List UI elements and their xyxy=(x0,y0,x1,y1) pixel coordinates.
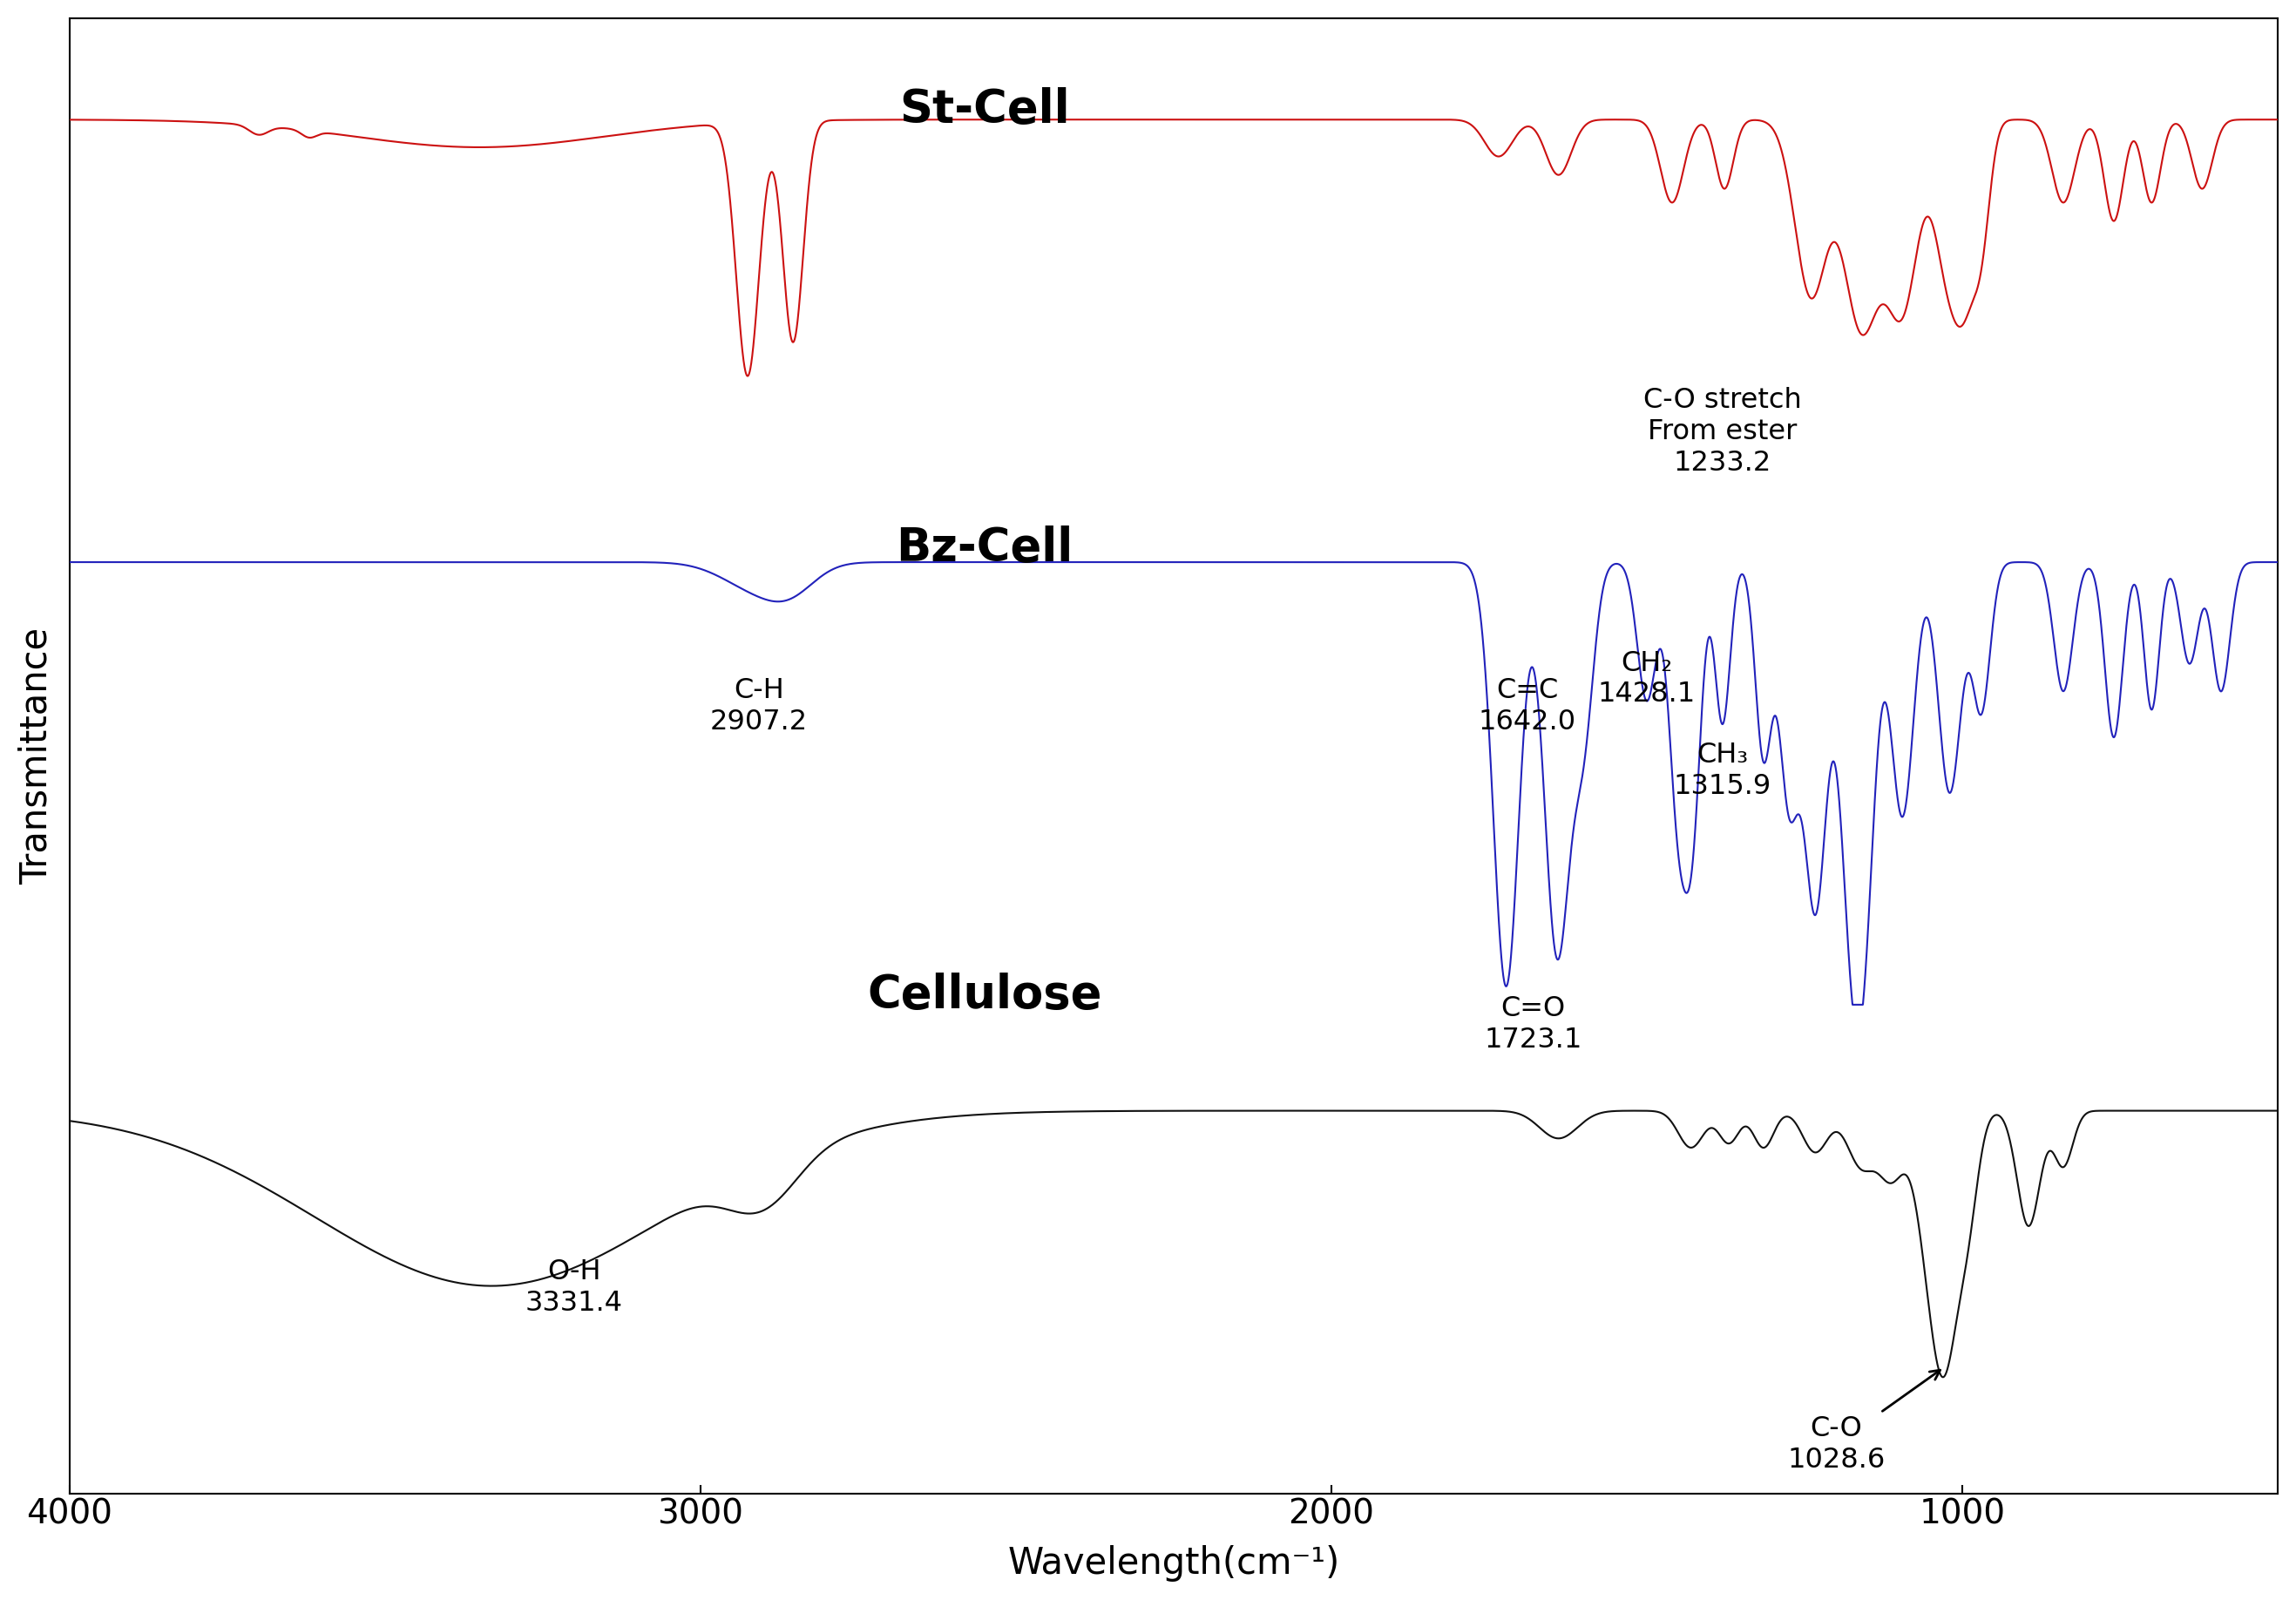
Text: Bz-Cell: Bz-Cell xyxy=(895,525,1072,571)
Text: C=C
1642.0: C=C 1642.0 xyxy=(1479,677,1575,736)
Text: C-O stretch
From ester
1233.2: C-O stretch From ester 1233.2 xyxy=(1644,387,1802,477)
Text: C-O
1028.6: C-O 1028.6 xyxy=(1786,1370,1940,1474)
Text: C-H
2907.2: C-H 2907.2 xyxy=(709,677,808,736)
Text: St-Cell: St-Cell xyxy=(900,88,1070,133)
Text: Cellulose: Cellulose xyxy=(868,973,1102,1018)
Y-axis label: Transmittance: Transmittance xyxy=(18,627,55,885)
X-axis label: Wavelength(cm⁻¹): Wavelength(cm⁻¹) xyxy=(1008,1546,1339,1582)
Text: O-H
3331.4: O-H 3331.4 xyxy=(526,1258,622,1317)
Text: C=O
1723.1: C=O 1723.1 xyxy=(1483,995,1582,1054)
Text: CH₃
1315.9: CH₃ 1315.9 xyxy=(1674,742,1773,800)
Text: CH₂
1428.1: CH₂ 1428.1 xyxy=(1598,650,1697,707)
